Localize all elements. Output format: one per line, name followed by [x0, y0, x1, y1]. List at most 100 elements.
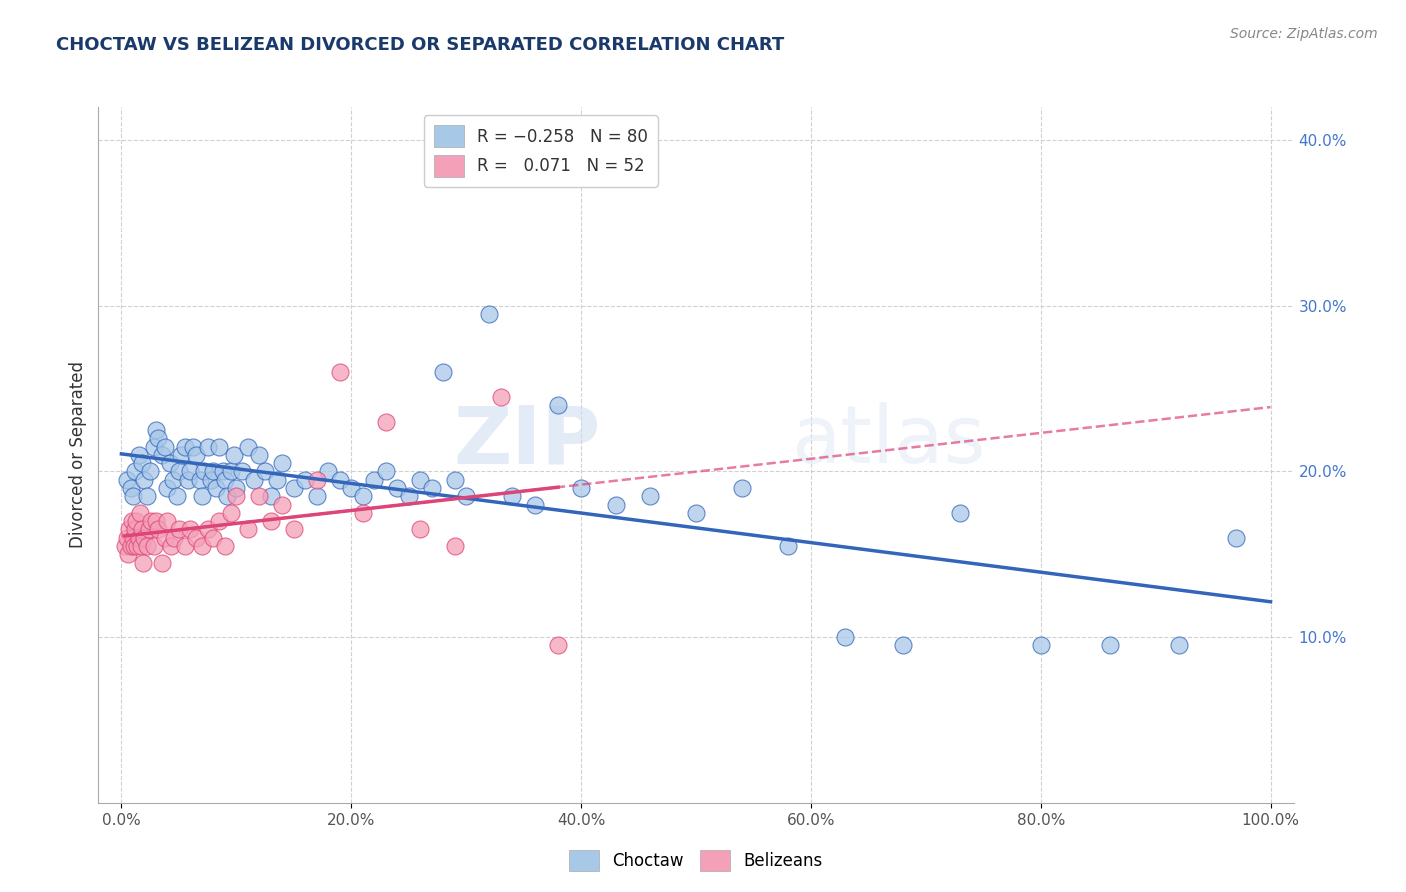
Point: [122, 489, 145, 503]
Point: [139, 465, 162, 479]
Point: [283, 523, 305, 537]
Point: [128, 531, 150, 545]
Point: [120, 539, 142, 553]
Point: [352, 489, 374, 503]
Point: [329, 473, 352, 487]
Point: [443, 473, 465, 487]
Point: [120, 481, 142, 495]
Point: [156, 481, 179, 495]
Point: [385, 481, 409, 495]
Y-axis label: Divorced or Separated: Divorced or Separated: [69, 361, 87, 549]
Point: [150, 448, 173, 462]
Point: [222, 448, 245, 462]
Point: [329, 365, 352, 379]
Point: [122, 539, 145, 553]
Point: [456, 489, 478, 503]
Point: [340, 481, 363, 495]
Point: [121, 514, 143, 528]
Point: [166, 489, 188, 503]
Point: [225, 489, 247, 503]
Legend: Choctaw, Belizeans: Choctaw, Belizeans: [562, 843, 830, 878]
Point: [305, 489, 328, 503]
Point: [547, 639, 569, 653]
Point: [891, 639, 914, 653]
Point: [134, 473, 156, 487]
Point: [159, 456, 181, 470]
Point: [167, 465, 190, 479]
Point: [197, 440, 219, 454]
Point: [420, 481, 443, 495]
Point: [162, 473, 184, 487]
Point: [731, 481, 754, 495]
Point: [271, 498, 294, 512]
Text: ZIP: ZIP: [453, 402, 600, 480]
Point: [231, 465, 253, 479]
Point: [219, 465, 242, 479]
Point: [949, 506, 972, 520]
Point: [254, 465, 277, 479]
Point: [114, 539, 136, 553]
Point: [115, 531, 138, 545]
Point: [173, 440, 195, 454]
Point: [163, 531, 186, 545]
Point: [363, 473, 385, 487]
Text: atlas: atlas: [792, 402, 986, 480]
Point: [374, 465, 396, 479]
Point: [219, 506, 242, 520]
Point: [211, 465, 233, 479]
Point: [153, 531, 176, 545]
Point: [191, 539, 214, 553]
Point: [177, 473, 200, 487]
Point: [478, 307, 501, 321]
Point: [188, 473, 211, 487]
Point: [124, 523, 146, 537]
Point: [1098, 639, 1121, 653]
Point: [129, 539, 152, 553]
Point: [125, 514, 148, 528]
Point: [605, 498, 627, 512]
Point: [374, 415, 396, 429]
Point: [132, 556, 155, 570]
Point: [1029, 639, 1052, 653]
Point: [489, 390, 512, 404]
Point: [260, 514, 283, 528]
Point: [271, 456, 294, 470]
Point: [409, 473, 432, 487]
Point: [569, 481, 592, 495]
Point: [202, 531, 225, 545]
Point: [409, 523, 432, 537]
Point: [124, 465, 146, 479]
Point: [179, 465, 201, 479]
Point: [432, 365, 454, 379]
Point: [115, 473, 138, 487]
Point: [156, 514, 179, 528]
Point: [153, 440, 176, 454]
Point: [242, 473, 264, 487]
Point: [316, 465, 339, 479]
Point: [776, 539, 799, 553]
Point: [266, 473, 288, 487]
Point: [197, 523, 219, 537]
Point: [208, 440, 231, 454]
Point: [204, 481, 226, 495]
Point: [193, 465, 215, 479]
Point: [305, 473, 328, 487]
Point: [131, 456, 153, 470]
Point: [547, 398, 569, 412]
Point: [145, 514, 167, 528]
Point: [128, 506, 150, 520]
Point: [167, 523, 190, 537]
Point: [131, 523, 153, 537]
Point: [150, 556, 173, 570]
Point: [247, 489, 270, 503]
Point: [159, 539, 181, 553]
Point: [1225, 531, 1247, 545]
Point: [142, 440, 165, 454]
Point: [191, 489, 214, 503]
Point: [217, 489, 239, 503]
Point: [118, 523, 141, 537]
Point: [135, 489, 157, 503]
Point: [127, 539, 149, 553]
Point: [148, 431, 170, 445]
Point: [247, 448, 270, 462]
